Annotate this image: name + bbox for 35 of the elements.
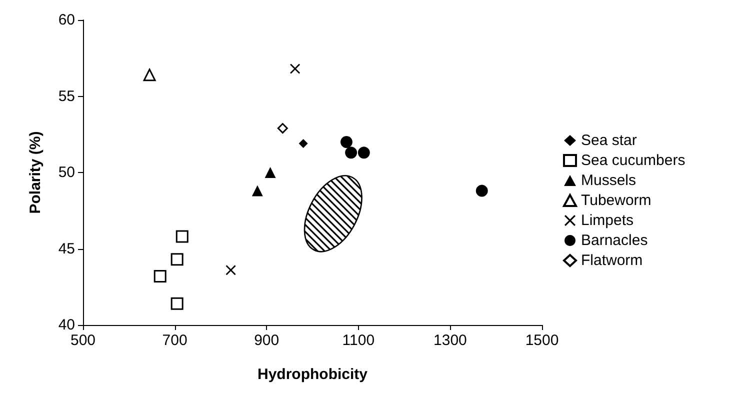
x-tick-label: 700 [162, 332, 188, 349]
point [252, 185, 263, 196]
x-axis-title: Hydrophobicity [257, 366, 368, 383]
legend-label: Sea star [581, 132, 637, 149]
y-tick-label: 45 [58, 240, 75, 258]
x-tick-label: 1500 [525, 332, 559, 349]
legend-label: Sea cucumbers [581, 152, 686, 169]
point [476, 184, 488, 197]
x-tick-label: 1100 [342, 332, 375, 349]
legend-label: Barnacles [581, 232, 648, 249]
point [358, 146, 370, 159]
point [264, 167, 276, 178]
y-tick-label: 55 [58, 88, 75, 105]
y-tick-label: 40 [58, 316, 75, 334]
legend-label: Tubeworm [581, 192, 652, 209]
point [277, 123, 288, 134]
point [345, 146, 358, 159]
point [298, 139, 308, 148]
point [170, 297, 184, 310]
point [154, 270, 166, 282]
x-tick-label: 1300 [434, 332, 467, 349]
point [340, 136, 352, 148]
y-tick-label: 50 [58, 164, 75, 181]
point [176, 230, 188, 243]
legend-label: Mussels [581, 172, 636, 189]
y-tick-label: 60 [58, 12, 75, 28]
point [290, 64, 300, 74]
point [170, 253, 184, 266]
legend-label: Flatworm [581, 252, 643, 269]
point [143, 68, 156, 82]
legend-label: Limpets [581, 212, 634, 229]
x-tick-label: 500 [70, 332, 96, 349]
y-axis-title: Polarity (%) [27, 131, 44, 214]
point [226, 265, 236, 276]
x-tick-label: 900 [254, 332, 280, 349]
